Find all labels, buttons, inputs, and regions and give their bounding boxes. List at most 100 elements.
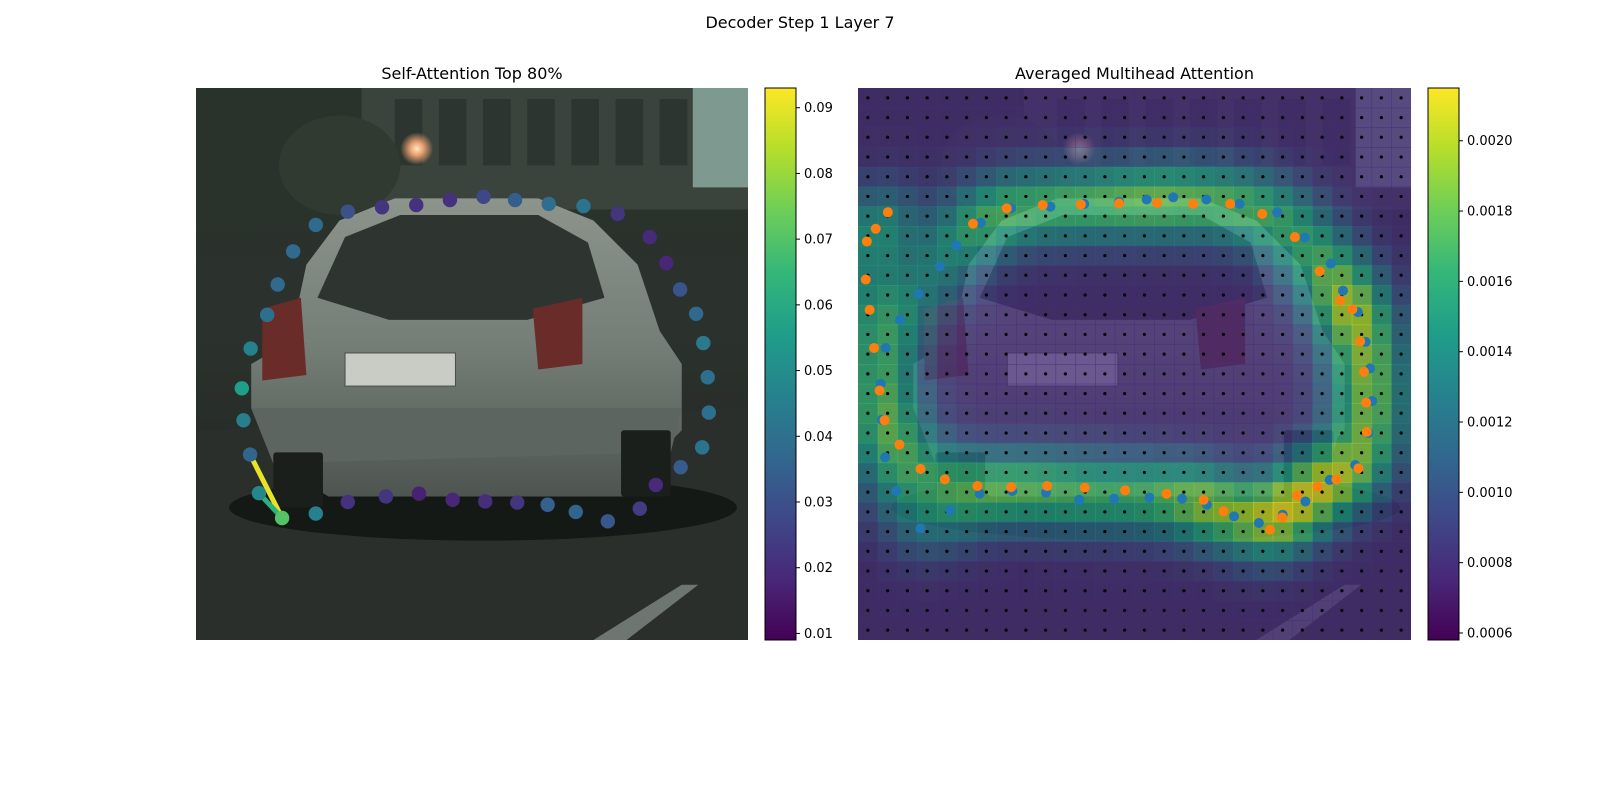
grid-dot: [1063, 115, 1067, 120]
ground-truth-point: [1353, 463, 1364, 474]
grid-dot: [1300, 391, 1304, 396]
grid-dot: [925, 608, 929, 613]
grid-dot: [1281, 569, 1285, 573]
grid-dot: [965, 549, 969, 553]
attention-point: [340, 204, 355, 219]
grid-dot: [1399, 175, 1403, 179]
grid-dot: [984, 510, 988, 514]
grid-dot: [1241, 115, 1245, 120]
grid-dot: [945, 431, 949, 435]
grid-dot: [1083, 589, 1087, 593]
grid-dot: [866, 253, 870, 258]
grid-dot: [1162, 214, 1166, 218]
grid-dot: [1202, 273, 1206, 277]
grid-dot: [1123, 135, 1127, 139]
ground-truth-point: [1042, 480, 1053, 491]
grid-dot: [1202, 96, 1206, 100]
grid-dot: [1083, 234, 1087, 238]
left-building-window: [615, 99, 644, 166]
grid-dot: [984, 313, 988, 317]
grid-dot: [1063, 273, 1067, 277]
grid-dot: [905, 372, 909, 376]
grid-dot: [1142, 431, 1146, 435]
grid-dot: [866, 510, 870, 514]
grid-dot: [1241, 451, 1245, 455]
grid-dot: [1241, 549, 1245, 553]
grid-dot: [984, 372, 988, 376]
grid-dot: [1300, 411, 1304, 415]
grid-dot: [1142, 529, 1146, 534]
grid-dot: [886, 155, 890, 159]
grid-dot: [886, 608, 890, 613]
grid-dot: [1063, 372, 1067, 376]
grid-dot: [905, 214, 909, 218]
grid-dot: [1083, 273, 1087, 277]
ground-truth-point: [1361, 397, 1372, 408]
predicted-point: [974, 488, 985, 499]
grid-dot: [1182, 490, 1186, 494]
attention-point: [378, 489, 394, 504]
grid-dot: [1360, 529, 1364, 534]
right-panel-title: Averaged Multihead Attention: [1015, 64, 1254, 83]
grid-dot: [1162, 135, 1166, 139]
grid-dot: [965, 529, 969, 534]
grid-dot: [1123, 549, 1127, 553]
grid-dot: [1281, 293, 1285, 297]
grid-dot: [1024, 470, 1028, 475]
grid-dot: [1241, 253, 1245, 258]
grid-dot: [1379, 529, 1383, 534]
grid-dot: [945, 411, 949, 415]
grid-dot: [1360, 411, 1364, 415]
grid-dot: [1004, 155, 1008, 159]
grid-dot: [1024, 96, 1028, 100]
grid-dot: [1399, 293, 1403, 297]
grid-dot: [1024, 253, 1028, 258]
grid-dot: [1044, 589, 1048, 593]
grid-dot: [984, 608, 988, 613]
grid-dot: [1320, 352, 1324, 356]
grid-dot: [1281, 608, 1285, 613]
grid-dot: [1241, 135, 1245, 139]
grid-dot: [1123, 155, 1127, 159]
grid-dot: [984, 194, 988, 199]
grid-dot: [1044, 628, 1048, 632]
grid-dot: [1261, 628, 1265, 632]
grid-dot: [925, 372, 929, 376]
grid-dot: [1261, 332, 1265, 337]
grid-dot: [886, 490, 890, 494]
grid-dot: [1360, 253, 1364, 258]
grid-dot: [1300, 352, 1304, 356]
ground-truth-point: [915, 463, 926, 474]
grid-dot: [945, 569, 949, 573]
ground-truth-point: [1218, 506, 1229, 517]
grid-dot: [965, 214, 969, 218]
grid-dot: [1300, 451, 1304, 455]
grid-dot: [1320, 490, 1324, 494]
grid-dot: [1241, 293, 1245, 297]
grid-dot: [1103, 608, 1107, 613]
grid-dot: [1379, 115, 1383, 120]
left-wheel: [273, 452, 323, 508]
grid-dot: [1241, 273, 1245, 277]
grid-dot: [1340, 155, 1344, 159]
grid-dot: [1300, 214, 1304, 218]
grid-dot: [1379, 569, 1383, 573]
grid-dot: [1024, 214, 1028, 218]
grid-dot: [1063, 175, 1067, 179]
grid-dot: [1379, 214, 1383, 218]
grid-dot: [1399, 411, 1403, 415]
grid-dot: [1340, 313, 1344, 317]
grid-dot: [1399, 391, 1403, 396]
grid-dot: [1379, 628, 1383, 632]
grid-dot: [866, 529, 870, 534]
grid-dot: [1024, 411, 1028, 415]
grid-dot: [945, 155, 949, 159]
grid-dot: [1320, 135, 1324, 139]
grid-dot: [1340, 332, 1344, 337]
left-wheel: [621, 430, 671, 497]
grid-dot: [965, 569, 969, 573]
grid-dot: [1221, 549, 1225, 553]
attention-edge: [247, 452, 285, 521]
grid-dot: [1103, 214, 1107, 218]
ground-truth-point: [1331, 474, 1342, 485]
